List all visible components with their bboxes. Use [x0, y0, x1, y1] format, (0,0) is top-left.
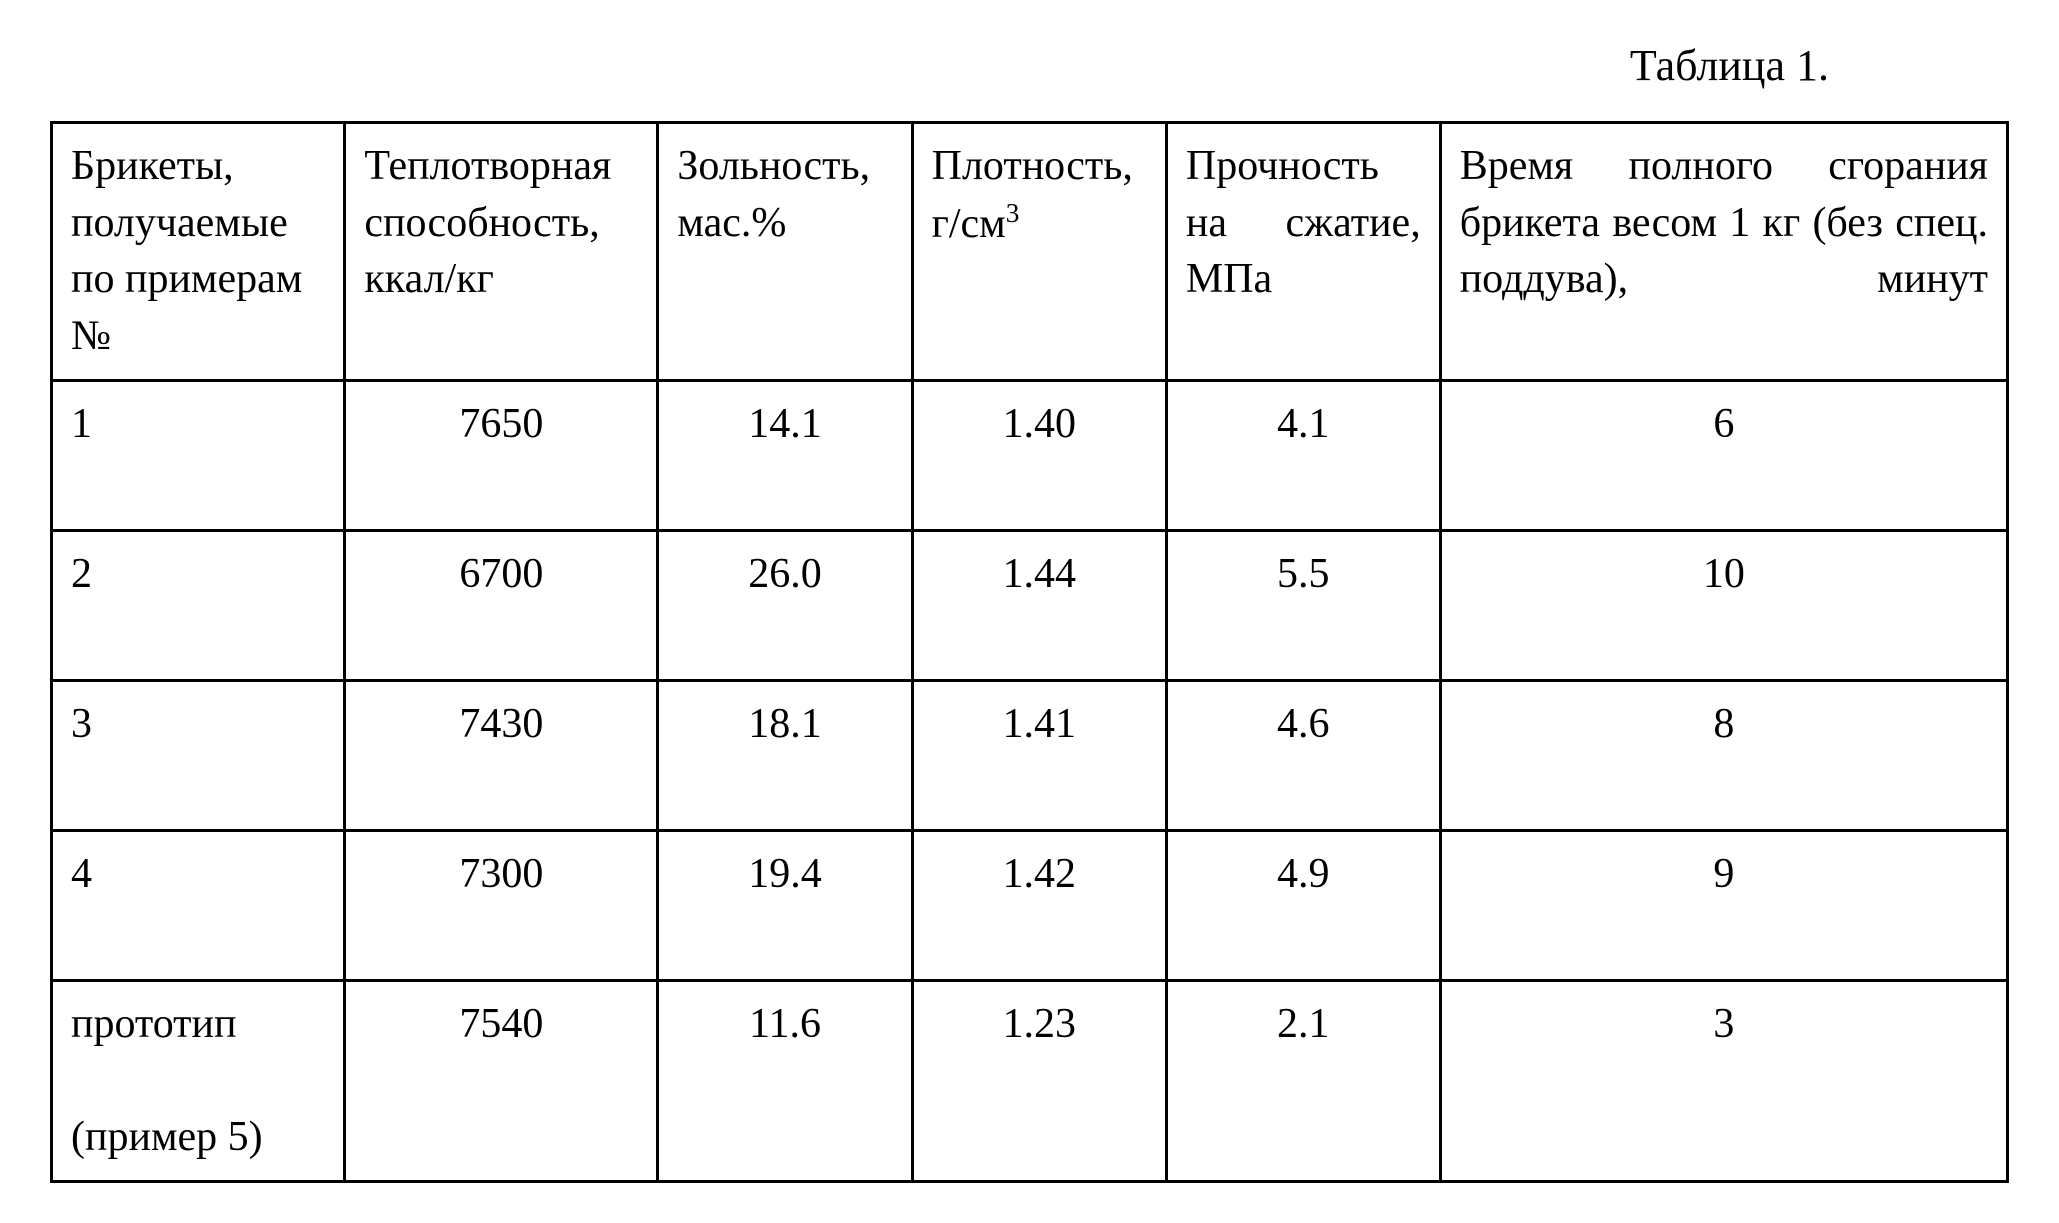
cell-caloric: 7430 — [345, 680, 658, 830]
cell-burntime: 9 — [1440, 830, 2007, 980]
cell-ash: 14.1 — [658, 380, 912, 530]
cell-label: 4 — [52, 830, 345, 980]
table-body: 1 7650 14.1 1.40 4.1 6 2 6700 26.0 1.44 … — [52, 380, 2008, 1181]
cell-ash: 19.4 — [658, 830, 912, 980]
cell-label: 3 — [52, 680, 345, 830]
col-header-caloric: Теплотворная способность, ккал/кг — [345, 123, 658, 381]
cell-strength: 4.9 — [1166, 830, 1440, 980]
cell-burntime: 6 — [1440, 380, 2007, 530]
cell-label: 1 — [52, 380, 345, 530]
table-row: прототип(пример 5) 7540 11.6 1.23 2.1 3 — [52, 980, 2008, 1181]
col-header-ash: Зольность, мас.% — [658, 123, 912, 381]
cell-caloric: 7650 — [345, 380, 658, 530]
cell-burntime: 3 — [1440, 980, 2007, 1181]
table-row: 2 6700 26.0 1.44 5.5 10 — [52, 530, 2008, 680]
cell-density: 1.44 — [912, 530, 1166, 680]
table-row: 3 7430 18.1 1.41 4.6 8 — [52, 680, 2008, 830]
cell-strength: 5.5 — [1166, 530, 1440, 680]
cell-strength: 4.6 — [1166, 680, 1440, 830]
table-row: 4 7300 19.4 1.42 4.9 9 — [52, 830, 2008, 980]
col-header-examples: Брикеты, получаемые по примерам № — [52, 123, 345, 381]
col-header-density: Плотность, г/см3 — [912, 123, 1166, 381]
cell-label: 2 — [52, 530, 345, 680]
cell-density: 1.23 — [912, 980, 1166, 1181]
cell-caloric: 7540 — [345, 980, 658, 1181]
cell-ash: 18.1 — [658, 680, 912, 830]
cell-caloric: 7300 — [345, 830, 658, 980]
cell-strength: 2.1 — [1166, 980, 1440, 1181]
briquette-properties-table: Брикеты, получаемые по примерам № Теплот… — [50, 121, 2009, 1183]
cell-burntime: 10 — [1440, 530, 2007, 680]
col-header-burntime: Время полного сгорания брикета весом 1 к… — [1440, 123, 2007, 381]
cell-burntime: 8 — [1440, 680, 2007, 830]
cell-density: 1.42 — [912, 830, 1166, 980]
cell-ash: 26.0 — [658, 530, 912, 680]
cell-strength: 4.1 — [1166, 380, 1440, 530]
table-header-row: Брикеты, получаемые по примерам № Теплот… — [52, 123, 2008, 381]
cell-density: 1.41 — [912, 680, 1166, 830]
cell-ash: 11.6 — [658, 980, 912, 1181]
cell-density: 1.40 — [912, 380, 1166, 530]
col-header-strength: Прочность на сжатие, МПа — [1166, 123, 1440, 381]
table-caption: Таблица 1. — [50, 40, 1829, 91]
cell-label: прототип(пример 5) — [52, 980, 345, 1181]
table-row: 1 7650 14.1 1.40 4.1 6 — [52, 380, 2008, 530]
cell-caloric: 6700 — [345, 530, 658, 680]
